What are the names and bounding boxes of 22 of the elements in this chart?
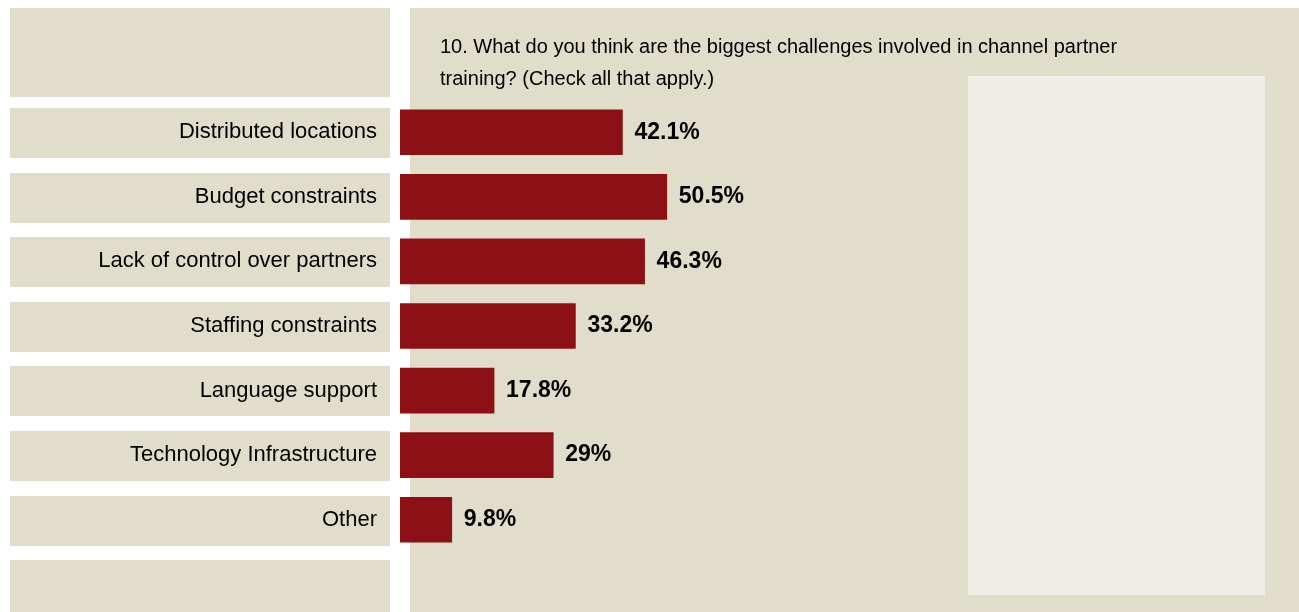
y-tick-label: Budget constraints xyxy=(194,182,377,208)
bar xyxy=(400,367,495,414)
y-tick-label: Language support xyxy=(199,376,377,402)
data-label: 29% xyxy=(565,440,612,467)
bar xyxy=(400,238,645,285)
y-tick-label: Staffing constraints xyxy=(190,312,377,338)
data-label: 42.1% xyxy=(634,117,700,144)
data-label: 50.5% xyxy=(678,182,745,209)
data-label: 33.2% xyxy=(587,311,653,338)
y-tick-label: Lack of control over partners xyxy=(98,247,377,273)
text: 10. What do you think are the biggest challenges involved in channel partner training? (Check all that apply.) xyxy=(440,34,1119,91)
y-tick-label: Technology Infrastructure xyxy=(129,441,377,467)
bar xyxy=(400,174,668,220)
y-tick-label: Other xyxy=(321,505,377,531)
bar xyxy=(400,303,576,349)
bar xyxy=(400,496,453,543)
data-label: 17.8% xyxy=(506,375,572,402)
y-tick-label: Distributed locations xyxy=(178,118,377,144)
bar xyxy=(400,109,623,156)
bar xyxy=(400,432,554,478)
data-label: 46.3% xyxy=(656,246,722,273)
data-label: 9.8% xyxy=(463,505,517,532)
